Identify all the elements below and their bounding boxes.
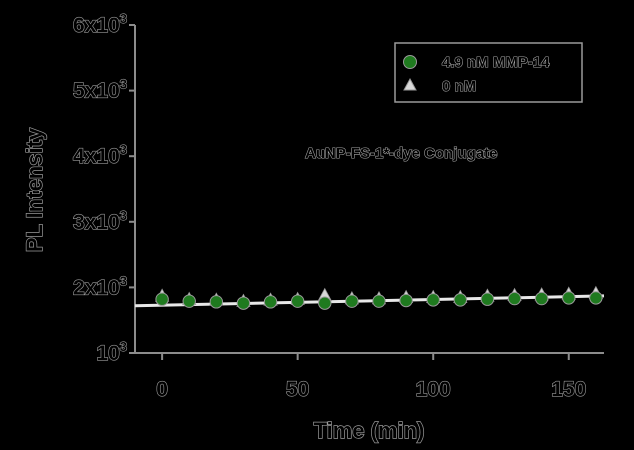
circle-point	[182, 294, 196, 308]
circle-point	[589, 291, 603, 305]
legend-label-series-1: 4.9 nM MMP-14	[442, 54, 550, 71]
legend-circle-icon	[403, 55, 417, 69]
y-tick-label: 4x103	[73, 142, 127, 168]
circle-point	[263, 295, 278, 309]
data-marks	[154, 285, 604, 310]
circle-point	[372, 294, 386, 308]
circle-point	[426, 293, 440, 307]
circle-point	[453, 293, 468, 307]
circle-point	[318, 296, 332, 310]
x-tick-label: 0	[156, 378, 168, 401]
circle-point	[345, 294, 359, 308]
x-tick-label: 150	[551, 378, 586, 401]
y-axis-title: PL Intensity	[22, 127, 47, 252]
circle-point	[236, 296, 251, 310]
tick-labels: 103 2x103 3x103 4x103 5x103 6x103 0 50 100 150	[72, 10, 586, 401]
legend: 4.9 nM MMP-14 0 nM	[394, 42, 583, 103]
circle-point	[155, 292, 169, 306]
circle-point	[399, 293, 413, 308]
x-tick-label: 100	[416, 378, 451, 401]
y-tick-label: 5x103	[73, 77, 127, 103]
circle-point	[290, 294, 305, 308]
x-axis-title: Time (min)	[314, 418, 425, 443]
axes	[129, 24, 604, 360]
chart-annotation: AuNP-FS-1*-dye Conjugate	[305, 145, 498, 162]
circle-point	[562, 291, 576, 305]
y-tick-label: 103	[96, 339, 127, 365]
x-tick-label: 50	[286, 378, 309, 401]
circle-point	[507, 291, 522, 306]
circle-point	[534, 291, 549, 306]
y-tick-label: 2x103	[73, 273, 127, 299]
legend-box	[394, 42, 583, 103]
circle-point	[209, 295, 224, 309]
circle-point	[480, 292, 495, 306]
legend-triangle-icon	[403, 77, 417, 91]
y-tick-label: 3x103	[73, 208, 127, 234]
legend-label-series-2: 0 nM	[442, 78, 476, 95]
y-tick-label: 6x103	[73, 11, 127, 37]
